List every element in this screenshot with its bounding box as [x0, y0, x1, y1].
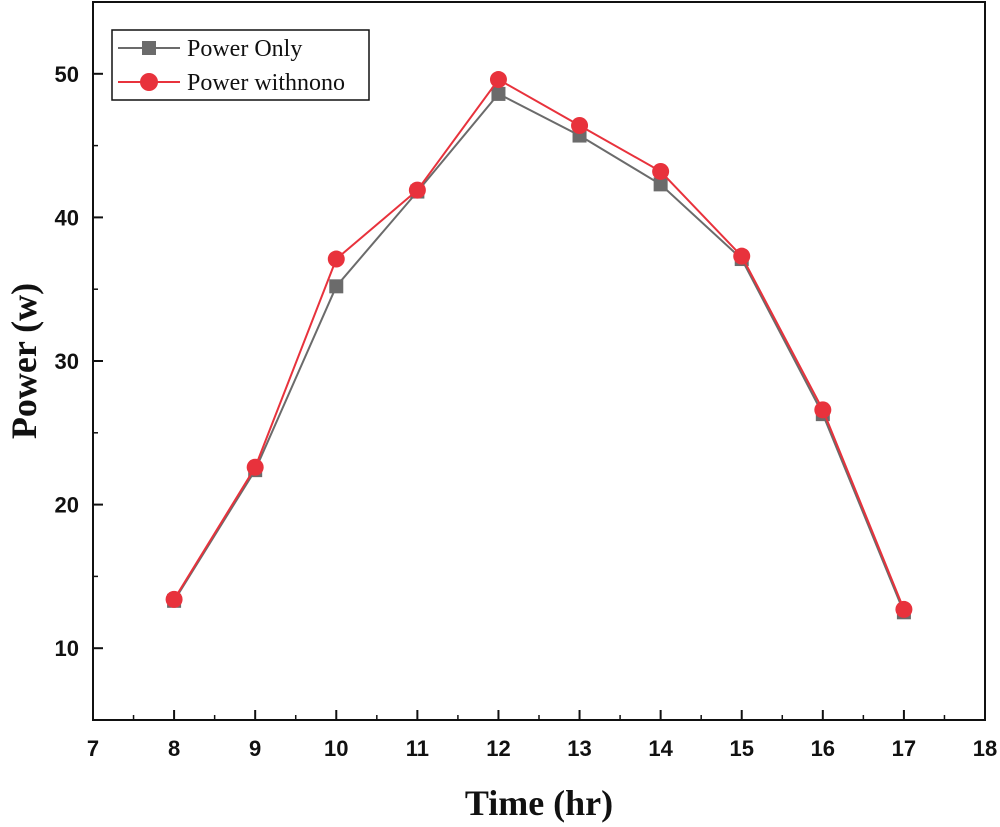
series-2-point — [165, 590, 183, 608]
x-tick-label: 17 — [892, 736, 916, 761]
series-2-point — [246, 458, 264, 476]
y-tick-label: 50 — [55, 62, 79, 87]
y-tick-label: 20 — [55, 493, 79, 518]
series-2-point — [814, 401, 832, 419]
series-2-point — [408, 181, 426, 199]
legend-label-2: Power withnono — [187, 70, 345, 96]
series-1-point — [491, 86, 506, 101]
x-axis: 7 8 9 10 11 12 13 14 15 16 17 18 — [87, 710, 997, 761]
x-tick-label: 7 — [87, 736, 99, 761]
series-2-point — [571, 116, 589, 134]
y-axis: 10 20 30 40 50 — [55, 1, 103, 721]
x-tick-label: 18 — [973, 736, 997, 761]
y-tick-label: 30 — [55, 349, 79, 374]
legend-circle-marker — [140, 73, 158, 91]
series-layer — [165, 71, 913, 620]
series-2-point — [733, 247, 751, 265]
legend-square-marker — [142, 41, 156, 55]
x-tick-label: 16 — [811, 736, 835, 761]
series-1-point — [653, 177, 668, 192]
x-tick-label: 13 — [567, 736, 591, 761]
series-2-point — [652, 162, 670, 180]
legend: Power Only Power withnono — [111, 29, 370, 101]
y-axis-title: Power (w) — [4, 283, 44, 439]
series-1-point — [329, 279, 344, 294]
series-line-1 — [173, 92, 905, 613]
x-tick-label: 9 — [249, 736, 261, 761]
x-tick-label: 12 — [486, 736, 510, 761]
x-axis-title: Time (hr) — [465, 783, 613, 823]
legend-label-1: Power Only — [187, 36, 302, 62]
x-tick-label: 10 — [324, 736, 348, 761]
x-tick-label: 11 — [406, 736, 429, 761]
series-2-point — [327, 250, 345, 268]
y-tick-label: 10 — [55, 636, 79, 661]
series-2-point — [895, 600, 913, 618]
plot-frame — [92, 1, 986, 721]
x-tick-label: 15 — [729, 736, 753, 761]
x-tick-label: 8 — [168, 736, 180, 761]
x-tick-label: 14 — [648, 736, 673, 761]
series-2-point — [489, 71, 507, 89]
y-tick-label: 40 — [55, 205, 79, 230]
series-line-2 — [173, 78, 905, 610]
